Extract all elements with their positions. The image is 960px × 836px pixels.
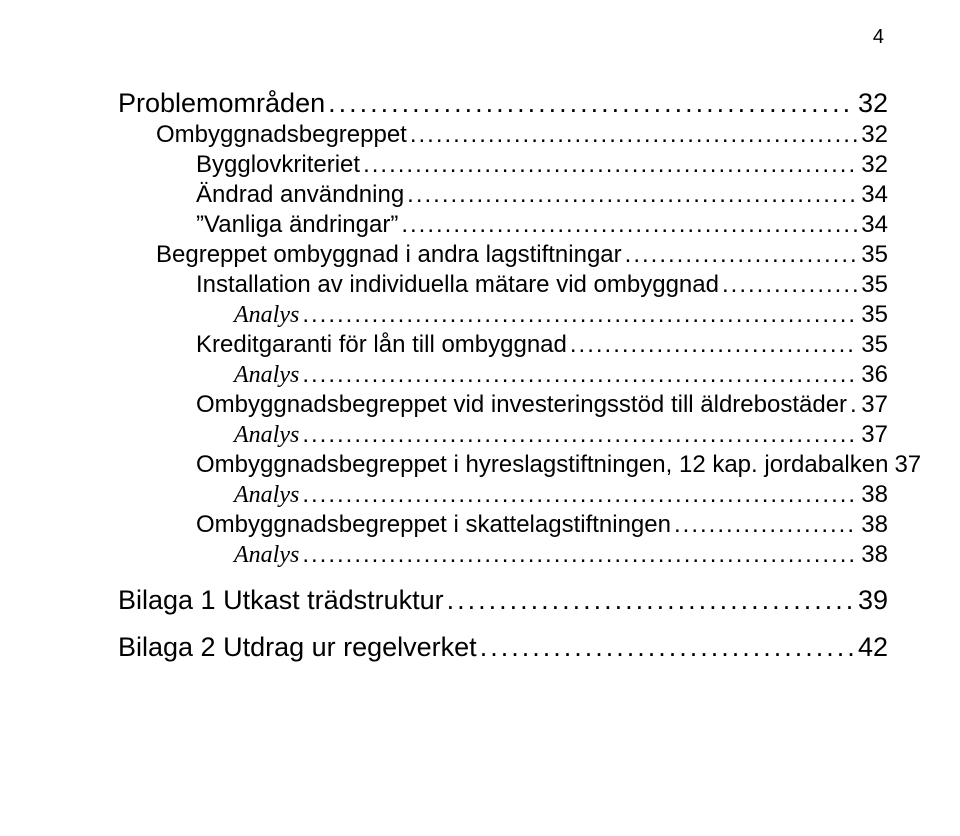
toc-leader-dots bbox=[570, 331, 858, 359]
toc-leader-dots bbox=[447, 585, 855, 616]
toc-entry-label: Analys bbox=[234, 422, 299, 449]
toc-entry: Analys 35 bbox=[234, 301, 888, 329]
toc-leader-dots bbox=[328, 88, 855, 119]
toc-entry-page: 34 bbox=[861, 211, 888, 239]
toc-entry-page: 38 bbox=[861, 511, 888, 539]
toc-entry-label: Begreppet ombyggnad i andra lagstiftning… bbox=[156, 241, 622, 269]
toc-entry-label: Problemområden bbox=[118, 88, 325, 119]
toc-entry-page: 39 bbox=[858, 585, 888, 616]
table-of-contents: Problemområden32Ombyggnadsbegreppet32Byg… bbox=[118, 88, 888, 663]
toc-entry-label: Kreditgaranti för lån till ombyggnad bbox=[196, 331, 567, 359]
toc-entry: Begreppet ombyggnad i andra lagstiftning… bbox=[156, 241, 888, 269]
toc-entry-label: Ombyggnadsbegreppet bbox=[156, 121, 407, 149]
toc-entry-label: Ombyggnadsbegreppet i hyreslagstiftninge… bbox=[196, 451, 888, 479]
toc-entry: Ändrad användning 34 bbox=[196, 181, 888, 209]
toc-entry: Analys 37 bbox=[234, 421, 888, 449]
toc-entry-label: Bilaga 1 Utkast trädstruktur bbox=[118, 585, 444, 616]
toc-entry-label: Ändrad användning bbox=[196, 181, 404, 209]
toc-leader-dots bbox=[302, 481, 858, 509]
toc-entry: Installation av individuella mätare vid … bbox=[196, 271, 888, 299]
toc-entry: Ombyggnadsbegreppet i hyreslagstiftninge… bbox=[196, 451, 888, 479]
toc-entry: Ombyggnadsbegreppet 32 bbox=[156, 121, 888, 149]
toc-entry-label: Installation av individuella mätare vid … bbox=[196, 271, 719, 299]
toc-entry: Bilaga 2 Utdrag ur regelverket 42 bbox=[118, 632, 888, 663]
toc-entry: ”Vanliga ändringar” 34 bbox=[196, 211, 888, 239]
toc-entry-label: Ombyggnadsbegreppet i skattelagstiftning… bbox=[196, 511, 671, 539]
page-number: 4 bbox=[873, 26, 884, 49]
document-page: 4 Problemområden32Ombyggnadsbegreppet32B… bbox=[0, 0, 960, 836]
toc-entry: Analys 36 bbox=[234, 361, 888, 389]
toc-entry: Ombyggnadsbegreppet vid investeringsstöd… bbox=[196, 391, 888, 419]
toc-entry-page: 38 bbox=[861, 541, 888, 569]
toc-entry-page: 35 bbox=[861, 331, 888, 359]
toc-leader-dots bbox=[674, 511, 858, 539]
toc-entry: Kreditgaranti för lån till ombyggnad 35 bbox=[196, 331, 888, 359]
toc-entry: Analys 38 bbox=[234, 541, 888, 569]
toc-leader-dots bbox=[722, 271, 858, 299]
toc-entry-label: ”Vanliga ändringar” bbox=[196, 211, 398, 239]
toc-entry: Bilaga 1 Utkast trädstruktur 39 bbox=[118, 585, 888, 616]
toc-entry-page: 35 bbox=[861, 271, 888, 299]
toc-leader-dots bbox=[363, 151, 858, 179]
toc-entry-label: Analys bbox=[234, 302, 299, 329]
toc-entry: Problemområden 32 bbox=[118, 88, 888, 119]
toc-entry-page: 35 bbox=[861, 301, 888, 329]
toc-leader-dots bbox=[407, 181, 858, 209]
toc-entry-page: 37 bbox=[894, 451, 921, 479]
toc-entry-page: 38 bbox=[861, 481, 888, 509]
toc-entry-label: Analys bbox=[234, 362, 299, 389]
toc-entry: Analys 38 bbox=[234, 481, 888, 509]
toc-entry-label: Analys bbox=[234, 482, 299, 509]
toc-entry: Ombyggnadsbegreppet i skattelagstiftning… bbox=[196, 511, 888, 539]
toc-entry-label: Ombyggnadsbegreppet vid investeringsstöd… bbox=[196, 391, 847, 419]
toc-leader-dots bbox=[410, 121, 858, 149]
toc-leader-dots bbox=[302, 541, 858, 569]
toc-entry-page: 32 bbox=[858, 88, 888, 119]
toc-leader-dots bbox=[302, 361, 858, 389]
toc-leader-dots bbox=[302, 421, 858, 449]
toc-leader-dots bbox=[480, 632, 855, 663]
toc-entry-label: Bygglovkriteriet bbox=[196, 151, 360, 179]
toc-entry-page: 42 bbox=[858, 632, 888, 663]
toc-entry-page: 34 bbox=[861, 181, 888, 209]
toc-entry-page: 36 bbox=[861, 361, 888, 389]
toc-leader-dots bbox=[625, 241, 859, 269]
toc-entry-page: 37 bbox=[861, 421, 888, 449]
toc-entry-page: 32 bbox=[861, 121, 888, 149]
toc-entry-page: 35 bbox=[861, 241, 888, 269]
toc-entry-label: Analys bbox=[234, 542, 299, 569]
toc-leader-dots bbox=[850, 391, 858, 419]
toc-entry-page: 37 bbox=[861, 391, 888, 419]
toc-leader-dots bbox=[401, 211, 858, 239]
toc-entry: Bygglovkriteriet 32 bbox=[196, 151, 888, 179]
toc-entry-page: 32 bbox=[861, 151, 888, 179]
toc-entry-label: Bilaga 2 Utdrag ur regelverket bbox=[118, 632, 477, 663]
toc-leader-dots bbox=[302, 301, 858, 329]
